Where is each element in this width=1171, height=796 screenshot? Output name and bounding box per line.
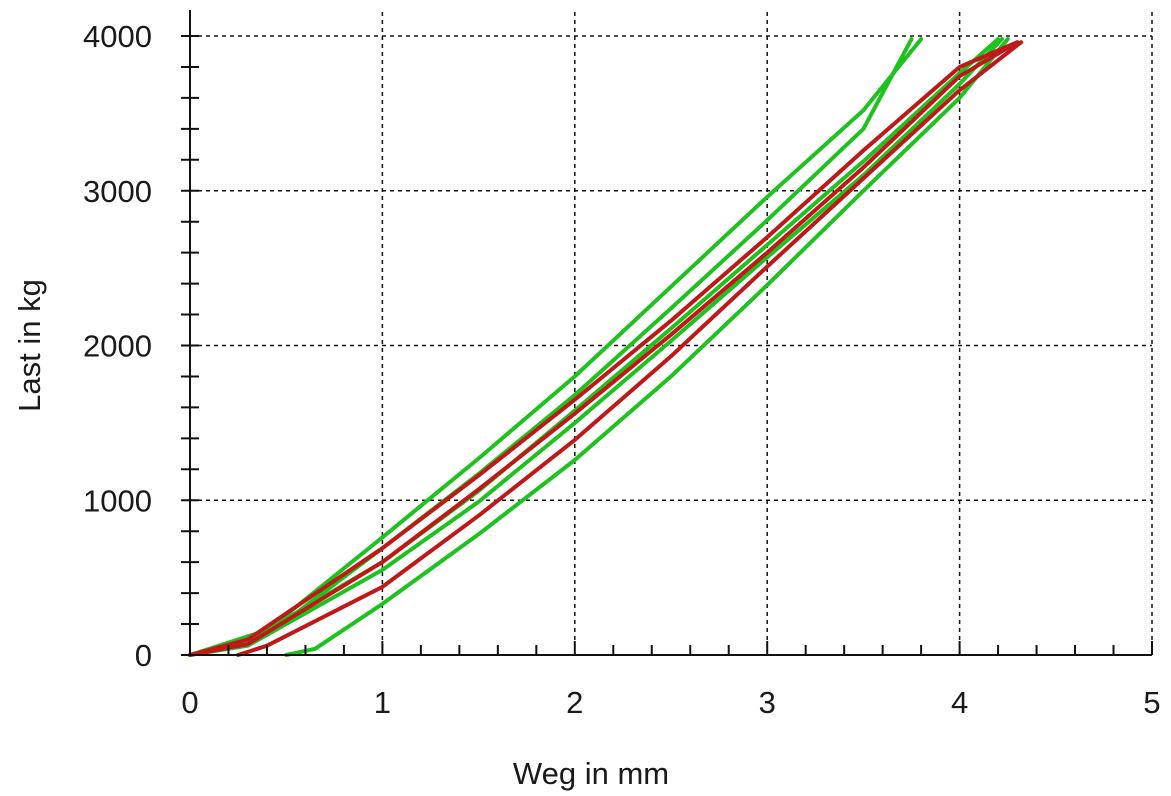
y-tick-label: 0 — [135, 638, 152, 673]
series-line-2 — [188, 37, 1001, 657]
series-line-4 — [284, 37, 1010, 657]
x-tick-label: 3 — [759, 685, 776, 720]
x-tick-label: 5 — [1143, 685, 1160, 720]
x-tick-label: 1 — [374, 685, 391, 720]
label-layer: 0 1 2 3 4 5 0 1000 2000 3000 4000 — [83, 19, 1161, 720]
x-tick-label: 4 — [951, 685, 968, 720]
y-tick-label: 4000 — [83, 19, 152, 54]
series-line-1 — [188, 37, 914, 657]
y-tick-label: 3000 — [83, 174, 152, 209]
axis-layer — [181, 10, 1153, 656]
y-tick-label: 1000 — [83, 483, 152, 518]
x-axis-title: Weg in mm — [513, 756, 669, 791]
series-line-5 — [188, 40, 1020, 657]
grid-layer — [190, 12, 1153, 655]
y-tick-label: 2000 — [83, 329, 152, 364]
series-line-6 — [188, 40, 1020, 657]
series-line-3 — [188, 37, 1004, 657]
series-layer — [188, 37, 1024, 657]
x-tick-label: 2 — [566, 685, 583, 720]
y-axis-title: Last in kg — [12, 279, 47, 412]
series-line-0 — [188, 37, 924, 657]
series-line-7 — [236, 40, 1024, 657]
x-tick-label: 0 — [181, 685, 198, 720]
